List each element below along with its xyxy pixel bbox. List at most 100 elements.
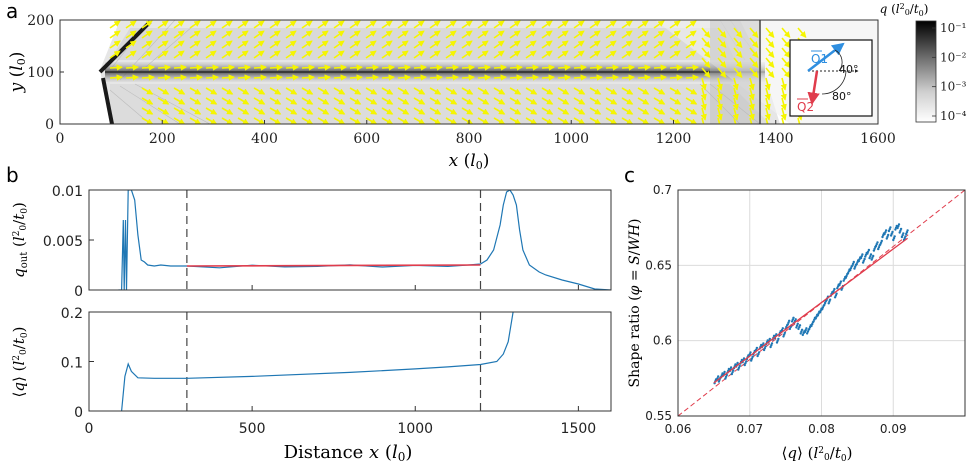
velocity-arrow bbox=[413, 107, 426, 115]
velocity-arrow bbox=[221, 97, 234, 105]
velocity-arrow bbox=[285, 50, 297, 59]
data-point bbox=[800, 328, 804, 331]
data-point bbox=[870, 258, 873, 261]
velocity-arrow bbox=[397, 40, 409, 49]
data-point bbox=[818, 311, 822, 314]
velocity-arrow bbox=[669, 40, 681, 49]
velocity-arrow bbox=[109, 40, 121, 49]
velocity-arrow bbox=[525, 20, 537, 29]
velocity-arrow bbox=[732, 87, 739, 101]
velocity-arrow bbox=[397, 74, 412, 81]
y-tick-label: 0.65 bbox=[645, 258, 672, 272]
data-point bbox=[834, 294, 838, 297]
velocity-arrow bbox=[589, 20, 601, 29]
x-tick-label: 0.09 bbox=[880, 422, 907, 436]
velocity-arrow bbox=[589, 87, 602, 95]
velocity-arrow bbox=[525, 97, 538, 105]
velocity-arrow bbox=[349, 87, 362, 95]
velocity-arrow bbox=[765, 37, 775, 49]
velocity-arrow bbox=[349, 117, 362, 124]
velocity-arrow bbox=[509, 64, 524, 71]
panel-b-bottom-plot: 0 0.1 0.2 0 500 1000 1500 bbox=[61, 306, 612, 437]
velocity-arrow bbox=[685, 74, 700, 81]
velocity-arrow bbox=[221, 64, 236, 71]
data-point bbox=[792, 316, 795, 319]
velocity-arrow bbox=[716, 97, 723, 111]
panel-a-heatmap bbox=[60, 20, 878, 124]
panel-b-letter: b bbox=[6, 163, 19, 187]
velocity-arrow bbox=[445, 117, 458, 124]
data-point bbox=[844, 276, 848, 279]
velocity-arrow bbox=[477, 50, 489, 59]
velocity-arrow bbox=[525, 30, 537, 39]
data-point bbox=[883, 232, 886, 236]
velocity-arrow bbox=[749, 27, 759, 39]
data-point bbox=[889, 234, 893, 237]
velocity-arrow bbox=[541, 97, 554, 105]
data-point bbox=[886, 235, 889, 238]
velocity-arrow bbox=[749, 57, 759, 69]
data-point bbox=[717, 375, 720, 378]
velocity-arrow bbox=[589, 50, 601, 59]
data-point bbox=[852, 260, 855, 264]
y-tick-label: 0.005 bbox=[43, 234, 83, 250]
velocity-arrow bbox=[333, 74, 348, 81]
velocity-arrow bbox=[509, 50, 521, 59]
velocity-arrow bbox=[605, 107, 618, 115]
data-point bbox=[738, 364, 741, 368]
velocity-arrow bbox=[701, 67, 711, 79]
velocity-arrow bbox=[269, 74, 284, 81]
velocity-arrow bbox=[573, 74, 588, 81]
data-point bbox=[796, 322, 799, 325]
velocity-arrow bbox=[157, 117, 170, 124]
series-line bbox=[121, 312, 514, 411]
velocity-arrow bbox=[637, 40, 649, 49]
velocity-arrow bbox=[365, 74, 380, 81]
velocity-arrow bbox=[141, 87, 154, 95]
data-point bbox=[823, 301, 827, 305]
data-point bbox=[745, 360, 748, 363]
velocity-arrow bbox=[669, 64, 684, 71]
x-tick-label: 0.06 bbox=[665, 422, 692, 436]
velocity-arrow bbox=[413, 30, 425, 39]
velocity-arrow bbox=[445, 107, 458, 115]
data-point bbox=[730, 372, 733, 376]
velocity-arrow bbox=[221, 20, 233, 29]
velocity-arrow bbox=[780, 107, 787, 121]
velocity-arrow bbox=[493, 20, 505, 29]
data-point bbox=[723, 370, 726, 374]
data-point bbox=[833, 296, 837, 299]
velocity-arrow bbox=[525, 40, 537, 49]
data-point bbox=[892, 237, 896, 240]
velocity-arrow bbox=[349, 40, 361, 49]
velocity-arrow bbox=[141, 107, 154, 115]
data-point bbox=[879, 241, 883, 244]
velocity-arrow bbox=[301, 87, 314, 95]
velocity-arrow bbox=[733, 67, 743, 79]
y-tick-label: 0.01 bbox=[52, 184, 83, 200]
colorbar-label: q (l20/t0) bbox=[880, 2, 929, 18]
velocity-arrow bbox=[669, 107, 682, 115]
a-x-tick-label: 1200 bbox=[656, 131, 692, 147]
velocity-arrow bbox=[125, 74, 140, 81]
velocity-arrow bbox=[573, 117, 586, 124]
velocity-arrow bbox=[541, 64, 556, 71]
velocity-arrow bbox=[141, 40, 153, 49]
panel-a-y-label: y (l0) bbox=[7, 52, 28, 94]
velocity-arrow bbox=[669, 30, 681, 39]
velocity-arrow bbox=[685, 30, 697, 39]
data-point bbox=[890, 232, 893, 235]
data-point bbox=[744, 362, 747, 365]
velocity-arrow bbox=[397, 117, 410, 124]
velocity-arrow bbox=[493, 97, 506, 105]
velocity-arrow bbox=[509, 97, 522, 105]
data-point bbox=[892, 238, 895, 242]
data-point bbox=[877, 247, 880, 251]
velocity-arrow bbox=[381, 87, 394, 95]
data-point bbox=[781, 327, 784, 330]
data-point bbox=[731, 371, 734, 374]
velocity-arrow bbox=[429, 50, 441, 59]
data-point bbox=[769, 345, 772, 349]
velocity-arrow bbox=[781, 37, 791, 49]
